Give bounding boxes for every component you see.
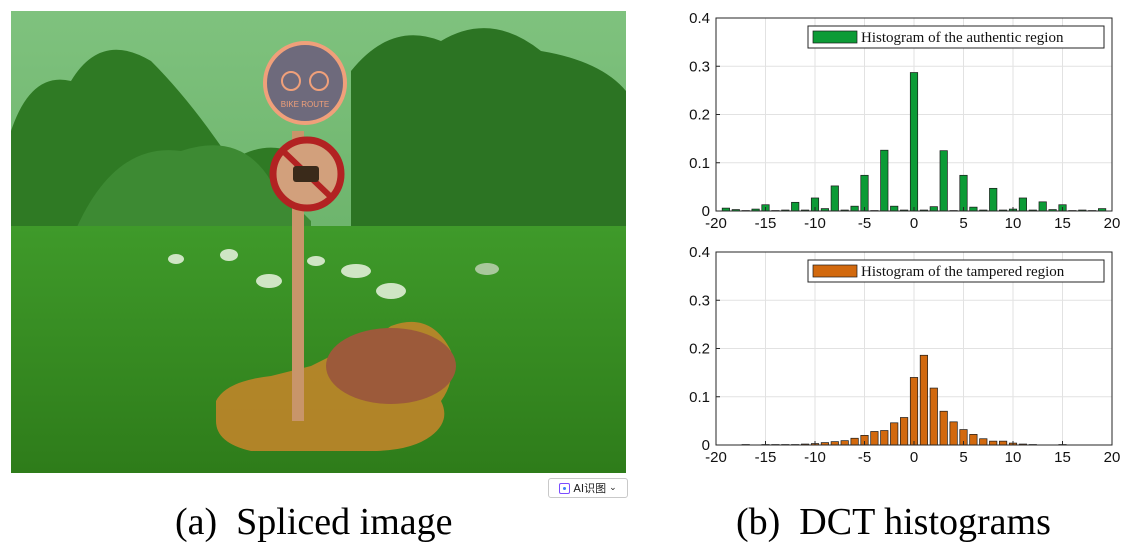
histogram-bar — [979, 438, 988, 446]
y-tick-label: 0.4 — [689, 244, 710, 261]
legend-swatch — [812, 264, 858, 278]
histogram-bar — [880, 149, 889, 212]
x-tick-label: -20 — [705, 215, 727, 232]
x-tick-label: -10 — [804, 449, 826, 466]
histogram-bar — [1018, 197, 1027, 212]
legend-swatch — [812, 30, 858, 44]
y-tick-label: 0.2 — [689, 107, 710, 124]
histogram-bar — [959, 174, 968, 212]
histogram-bar — [870, 431, 879, 446]
chevron-down-icon: ⌄ — [609, 483, 617, 493]
histogram-bar — [890, 422, 899, 446]
x-tick-label: 20 — [1104, 215, 1121, 232]
authentic-histogram-chart: -20 -15 -10 -5 0 5 10 15 20 0 0.1 0.2 0.3 0.4 Histogra… — [689, 10, 1121, 232]
histogram-bar — [969, 434, 978, 446]
x-tick-label: 15 — [1054, 449, 1071, 466]
ai-button-label: AI识图 — [573, 482, 607, 495]
y-tick-label: 0.3 — [689, 58, 710, 75]
x-tick-label: -10 — [804, 215, 826, 232]
histogram-bar — [919, 354, 928, 446]
histogram-bar — [989, 187, 998, 212]
y-tick-label: 0.1 — [689, 155, 710, 172]
x-tick-label: -20 — [705, 449, 727, 466]
caption-b: (b) DCT histograms — [736, 501, 1051, 543]
histogram-bar — [939, 150, 948, 212]
ai-image-recognition-button[interactable]: AI识图 ⌄ — [548, 478, 628, 498]
histogram-bar — [860, 174, 869, 212]
histogram-bar — [830, 185, 839, 212]
histogram-bar — [989, 440, 998, 446]
histogram-bar — [929, 206, 938, 212]
legend-label: Histogram of the authentic region — [861, 30, 1064, 46]
histogram-bar — [969, 206, 978, 212]
x-tick-label: 15 — [1054, 215, 1071, 232]
x-tick-label: 5 — [959, 215, 967, 232]
tree-line-back — [71, 145, 311, 251]
histogram-bar — [890, 205, 899, 212]
y-tick-label: 0.1 — [689, 389, 710, 406]
tampered-histogram-chart: -20 -15 -10 -5 0 5 10 15 20 0 0.1 0.2 0.3 0.4 Histogra… — [689, 244, 1121, 466]
bike-sign — [263, 41, 347, 125]
legend-box — [807, 259, 1105, 283]
histogram-bar — [1038, 201, 1047, 212]
legend-box — [807, 25, 1105, 49]
histogram-bar — [929, 387, 938, 446]
x-tick-label: 0 — [910, 449, 918, 466]
x-tick-label: 20 — [1104, 449, 1121, 466]
histogram-bar — [900, 417, 909, 446]
histogram-bar — [791, 201, 800, 212]
svg-text:BIKE ROUTE: BIKE ROUTE — [281, 100, 329, 109]
x-tick-label: 10 — [1005, 449, 1022, 466]
x-tick-label: 10 — [1005, 215, 1022, 232]
histogram-bar — [939, 410, 948, 446]
geese — [168, 249, 499, 299]
histogram-bar — [830, 441, 839, 446]
y-tick-label: 0.3 — [689, 292, 710, 309]
histogram-bar — [999, 440, 1008, 446]
scan-icon — [559, 482, 571, 494]
histogram-bar — [880, 430, 889, 446]
x-tick-label: -5 — [858, 449, 871, 466]
caption-a: (a) Spliced image — [175, 501, 453, 543]
histogram-bar — [850, 205, 859, 212]
legend-label: Histogram of the tampered region — [861, 264, 1065, 280]
y-tick-label: 0.4 — [689, 10, 710, 27]
histogram-bar — [850, 437, 859, 446]
rock — [326, 328, 456, 404]
histogram-bar — [840, 440, 849, 446]
y-tick-label: 0.2 — [689, 341, 710, 358]
histogram-bar — [909, 72, 919, 212]
x-tick-label: 0 — [910, 215, 918, 232]
spliced-image: BIKE ROUTE — [11, 11, 626, 473]
tampered-region-overlay: BIKE ROUTE — [216, 41, 456, 451]
histogram-bar — [909, 377, 919, 446]
histogram-bar — [949, 421, 958, 446]
x-tick-label: -5 — [858, 215, 871, 232]
tree-line-right — [351, 28, 626, 262]
x-tick-label: -15 — [755, 449, 777, 466]
x-tick-label: -15 — [755, 215, 777, 232]
y-tick-label: 0 — [702, 437, 710, 454]
y-tick-label: 0 — [702, 203, 710, 220]
x-tick-label: 5 — [959, 449, 967, 466]
